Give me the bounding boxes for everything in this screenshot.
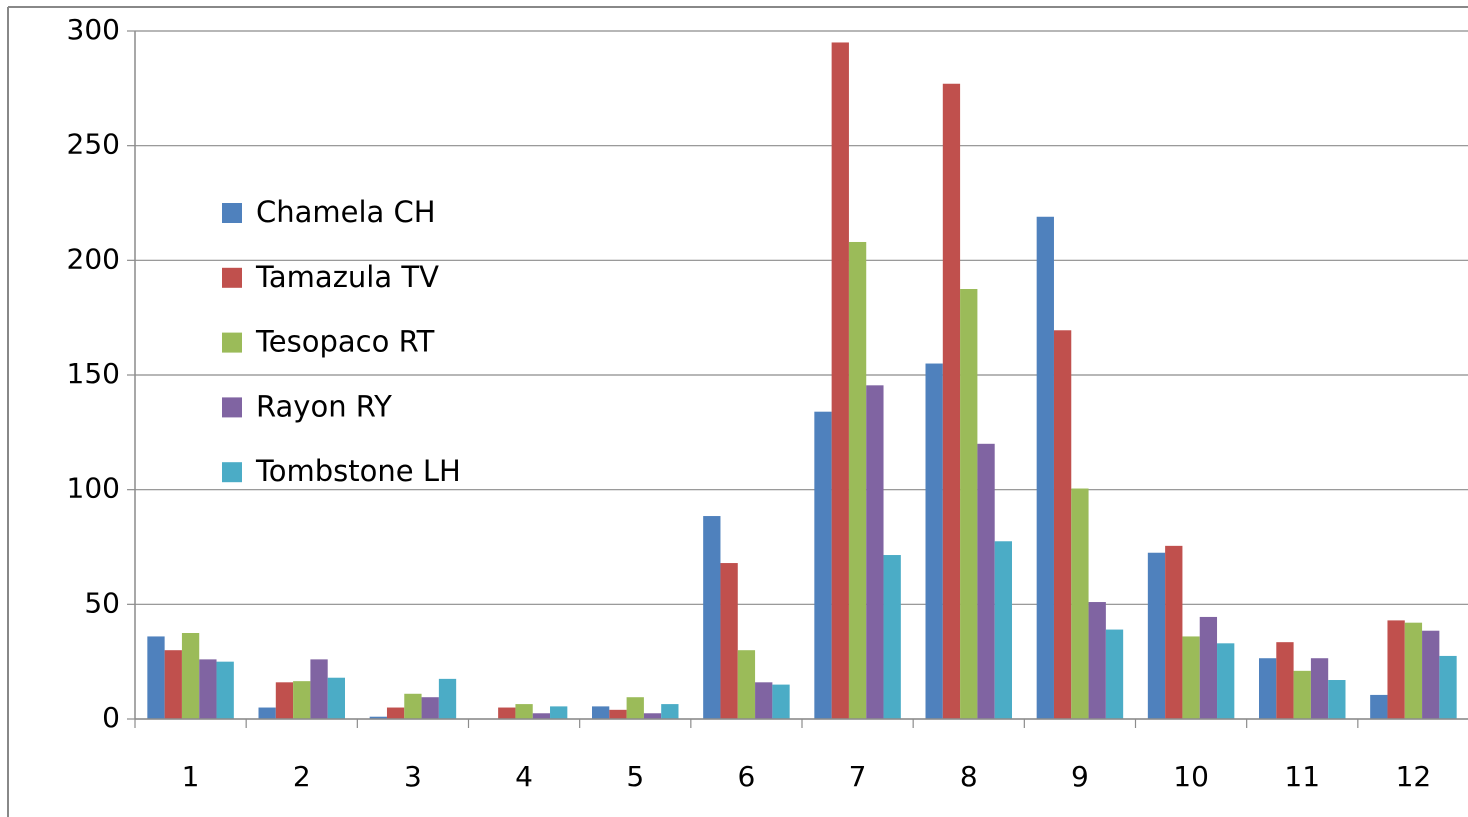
bar — [772, 684, 790, 719]
bar — [1310, 658, 1329, 719]
bar — [327, 677, 345, 719]
legend-swatch — [222, 462, 242, 483]
bar — [831, 42, 849, 719]
bar — [1071, 488, 1089, 719]
bar — [498, 707, 516, 719]
bar — [1276, 642, 1294, 719]
bar — [1105, 629, 1124, 719]
bar — [181, 633, 200, 719]
bar — [147, 636, 165, 719]
bar — [310, 659, 328, 719]
legend-swatch — [222, 397, 242, 418]
x-tick-label: 8 — [960, 760, 978, 793]
y-tick-label: 50 — [84, 586, 120, 619]
bar — [1182, 636, 1200, 719]
x-tick-label: 5 — [626, 760, 644, 793]
bar — [977, 443, 995, 719]
bar — [661, 704, 679, 719]
bar — [1404, 622, 1423, 719]
bar — [592, 706, 610, 719]
bar — [848, 241, 867, 719]
x-tick-label: 7 — [849, 760, 867, 793]
bar — [626, 697, 644, 719]
bar — [1199, 616, 1218, 719]
legend-label: Chamela CH — [256, 195, 436, 229]
bar — [515, 704, 533, 719]
bar — [386, 707, 405, 719]
y-tick-label: 100 — [67, 472, 120, 505]
bar — [1387, 620, 1405, 719]
bar — [643, 713, 662, 719]
x-tick-label: 12 — [1396, 760, 1432, 793]
x-tick-label: 11 — [1284, 760, 1320, 793]
y-tick-label: 250 — [67, 128, 120, 161]
x-tick-label: 2 — [293, 760, 311, 793]
bar — [994, 541, 1012, 719]
bar — [1259, 658, 1277, 719]
bar — [703, 516, 721, 719]
bar — [960, 289, 978, 719]
bar — [1217, 643, 1235, 719]
bar — [421, 697, 439, 719]
bar — [1293, 670, 1311, 719]
bar — [275, 682, 294, 719]
x-tick-label: 6 — [738, 760, 756, 793]
bar — [1036, 216, 1054, 719]
bar — [755, 682, 773, 719]
bar — [1147, 552, 1166, 719]
bar — [925, 363, 943, 719]
legend-label: Tesopaco RT — [255, 325, 435, 359]
legend-swatch — [222, 267, 242, 288]
legend-swatch — [222, 203, 242, 223]
bar — [438, 678, 457, 719]
y-tick-label: 0 — [102, 701, 120, 734]
x-tick-label: 3 — [404, 760, 422, 793]
legend-swatch — [222, 332, 242, 353]
x-tick-label: 4 — [515, 760, 533, 793]
bar — [1422, 630, 1440, 719]
bar — [720, 563, 738, 719]
legend-label: Tamazula TV — [255, 260, 439, 294]
legend-label: Tombstone LH — [255, 454, 461, 488]
bar — [609, 709, 627, 719]
bar — [1328, 680, 1346, 719]
bar — [1053, 330, 1072, 719]
legend-label: Rayon RY — [256, 389, 392, 423]
y-tick-label: 300 — [67, 13, 120, 46]
bar — [737, 650, 756, 719]
bar — [1370, 694, 1388, 719]
bar — [532, 713, 551, 719]
bar — [942, 83, 961, 720]
bar — [216, 661, 234, 719]
y-tick-label: 150 — [67, 357, 120, 390]
bar — [199, 659, 217, 719]
bar — [866, 385, 884, 719]
bar — [550, 706, 568, 719]
y-tick-label: 200 — [67, 242, 120, 275]
bar — [293, 681, 311, 719]
x-tick-label: 1 — [182, 760, 200, 793]
bar — [164, 650, 182, 719]
bar — [814, 411, 832, 719]
bar — [369, 716, 387, 719]
bar — [404, 693, 422, 719]
x-tick-label: 9 — [1071, 760, 1089, 793]
bar — [1088, 602, 1106, 719]
bar — [883, 555, 901, 719]
bar — [1439, 655, 1457, 719]
bar — [258, 707, 276, 719]
x-tick-label: 10 — [1173, 760, 1209, 793]
bar — [1165, 545, 1183, 719]
